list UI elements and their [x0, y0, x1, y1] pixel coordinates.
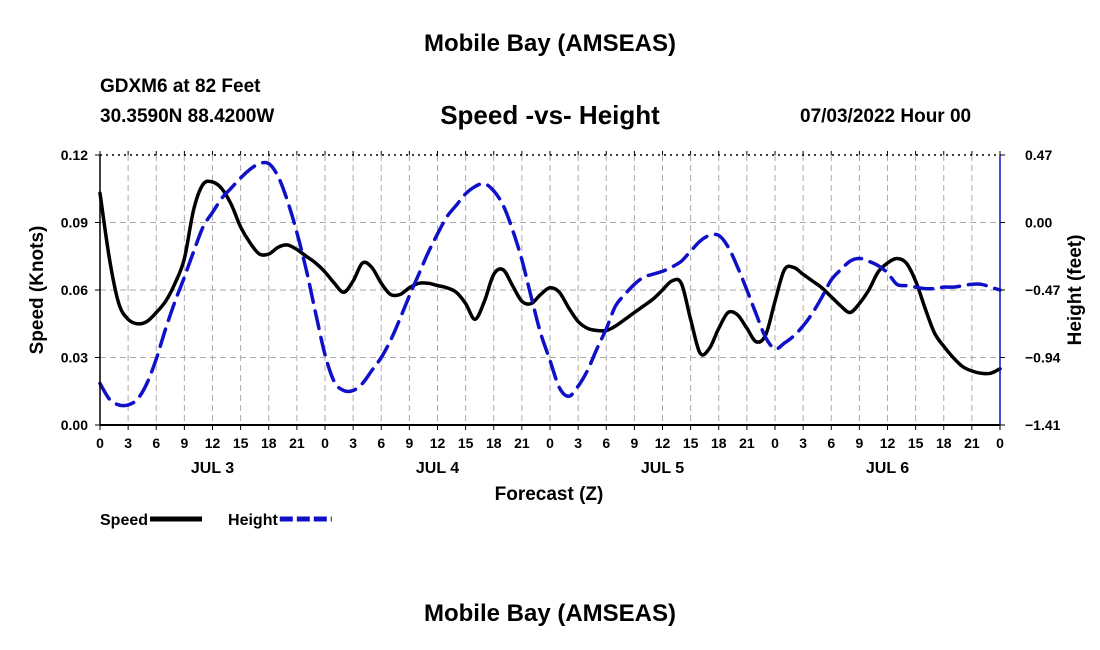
- x-tick-label: 12: [205, 435, 221, 451]
- chart-main-title: Mobile Bay (AMSEAS): [423, 30, 677, 57]
- x-tick-label: 15: [683, 435, 699, 451]
- x-tick-label: 9: [405, 435, 413, 451]
- y-axis-left-label: Speed (Knots): [27, 226, 48, 355]
- station-label: GDXM6 at 82 Feet: [100, 76, 261, 97]
- x-tick-label: 9: [180, 435, 188, 451]
- y-left-tick-label: 0.00: [61, 417, 88, 433]
- x-tick-label: 15: [233, 435, 249, 451]
- legend-label-height: Height: [228, 512, 278, 529]
- x-tick-label: 15: [908, 435, 924, 451]
- x-tick-label: 6: [152, 435, 160, 451]
- x-tick-label: 18: [936, 435, 952, 451]
- x-tick-label: 3: [124, 435, 132, 451]
- x-tick-label: 12: [430, 435, 446, 451]
- x-tick-label: 0: [546, 435, 554, 451]
- x-tick-label: 12: [655, 435, 671, 451]
- x-tick-label: 3: [574, 435, 582, 451]
- x-tick-label: 21: [964, 435, 980, 451]
- y-right-tick-label: −0.47: [1025, 282, 1061, 298]
- day-label: JUL 3: [191, 460, 234, 477]
- x-tick-label: 9: [855, 435, 863, 451]
- forecast-datetime: 07/03/2022 Hour 00: [800, 106, 972, 127]
- x-tick-label: 18: [711, 435, 727, 451]
- x-tick-label: 12: [880, 435, 896, 451]
- y-left-tick-label: 0.03: [61, 350, 88, 366]
- axis-ticks: 0 3 6 9 12 15 18 21 0 3 6 9 12 15 18 21 0 3 6 9 12 15 18 21 0 3 6 9…: [61, 147, 1061, 477]
- x-tick-label: 0: [96, 435, 104, 451]
- y-right-tick-label: −1.41: [1025, 417, 1061, 433]
- day-label: JUL 5: [641, 460, 684, 477]
- x-tick-label: 6: [827, 435, 835, 451]
- height-series-line: [98, 160, 1002, 408]
- y-right-tick-label: 0.00: [1025, 215, 1052, 231]
- x-tick-label: 18: [261, 435, 277, 451]
- x-tick-label: 15: [458, 435, 474, 451]
- coordinates-label: 30.3590N 88.4200W: [100, 106, 275, 127]
- speed-series-line: [98, 179, 1002, 376]
- x-tick-label: 0: [996, 435, 1004, 451]
- x-axis-label: Forecast (Z): [495, 484, 604, 505]
- x-tick-label: 6: [377, 435, 385, 451]
- y-axis-right-label: Height (feet): [1065, 235, 1086, 346]
- x-tick-label: 0: [321, 435, 329, 451]
- x-tick-label: 21: [739, 435, 755, 451]
- y-left-tick-label: 0.09: [61, 215, 88, 231]
- y-left-tick-label: 0.12: [61, 147, 88, 163]
- y-left-tick-label: 0.06: [61, 282, 88, 298]
- y-right-tick-label: 0.47: [1025, 147, 1052, 163]
- y-right-tick-label: −0.94: [1025, 350, 1061, 366]
- x-tick-label: 6: [602, 435, 610, 451]
- legend-label-speed: Speed: [100, 512, 148, 529]
- chart-subtitle: Speed -vs- Height: [440, 100, 660, 130]
- x-tick-label: 18: [486, 435, 502, 451]
- day-label: JUL 6: [866, 460, 909, 477]
- grid-layer: [100, 155, 1000, 425]
- x-tick-label: 21: [289, 435, 305, 451]
- x-tick-label: 9: [630, 435, 638, 451]
- legend: Speed Height: [100, 512, 332, 529]
- day-label: JUL 4: [416, 460, 459, 477]
- bottom-chart-title: Mobile Bay (AMSEAS): [423, 600, 677, 627]
- x-tick-label: 0: [771, 435, 779, 451]
- x-tick-label: 3: [349, 435, 357, 451]
- x-tick-label: 3: [799, 435, 807, 451]
- x-tick-label: 21: [514, 435, 530, 451]
- series-layer: [98, 160, 1002, 408]
